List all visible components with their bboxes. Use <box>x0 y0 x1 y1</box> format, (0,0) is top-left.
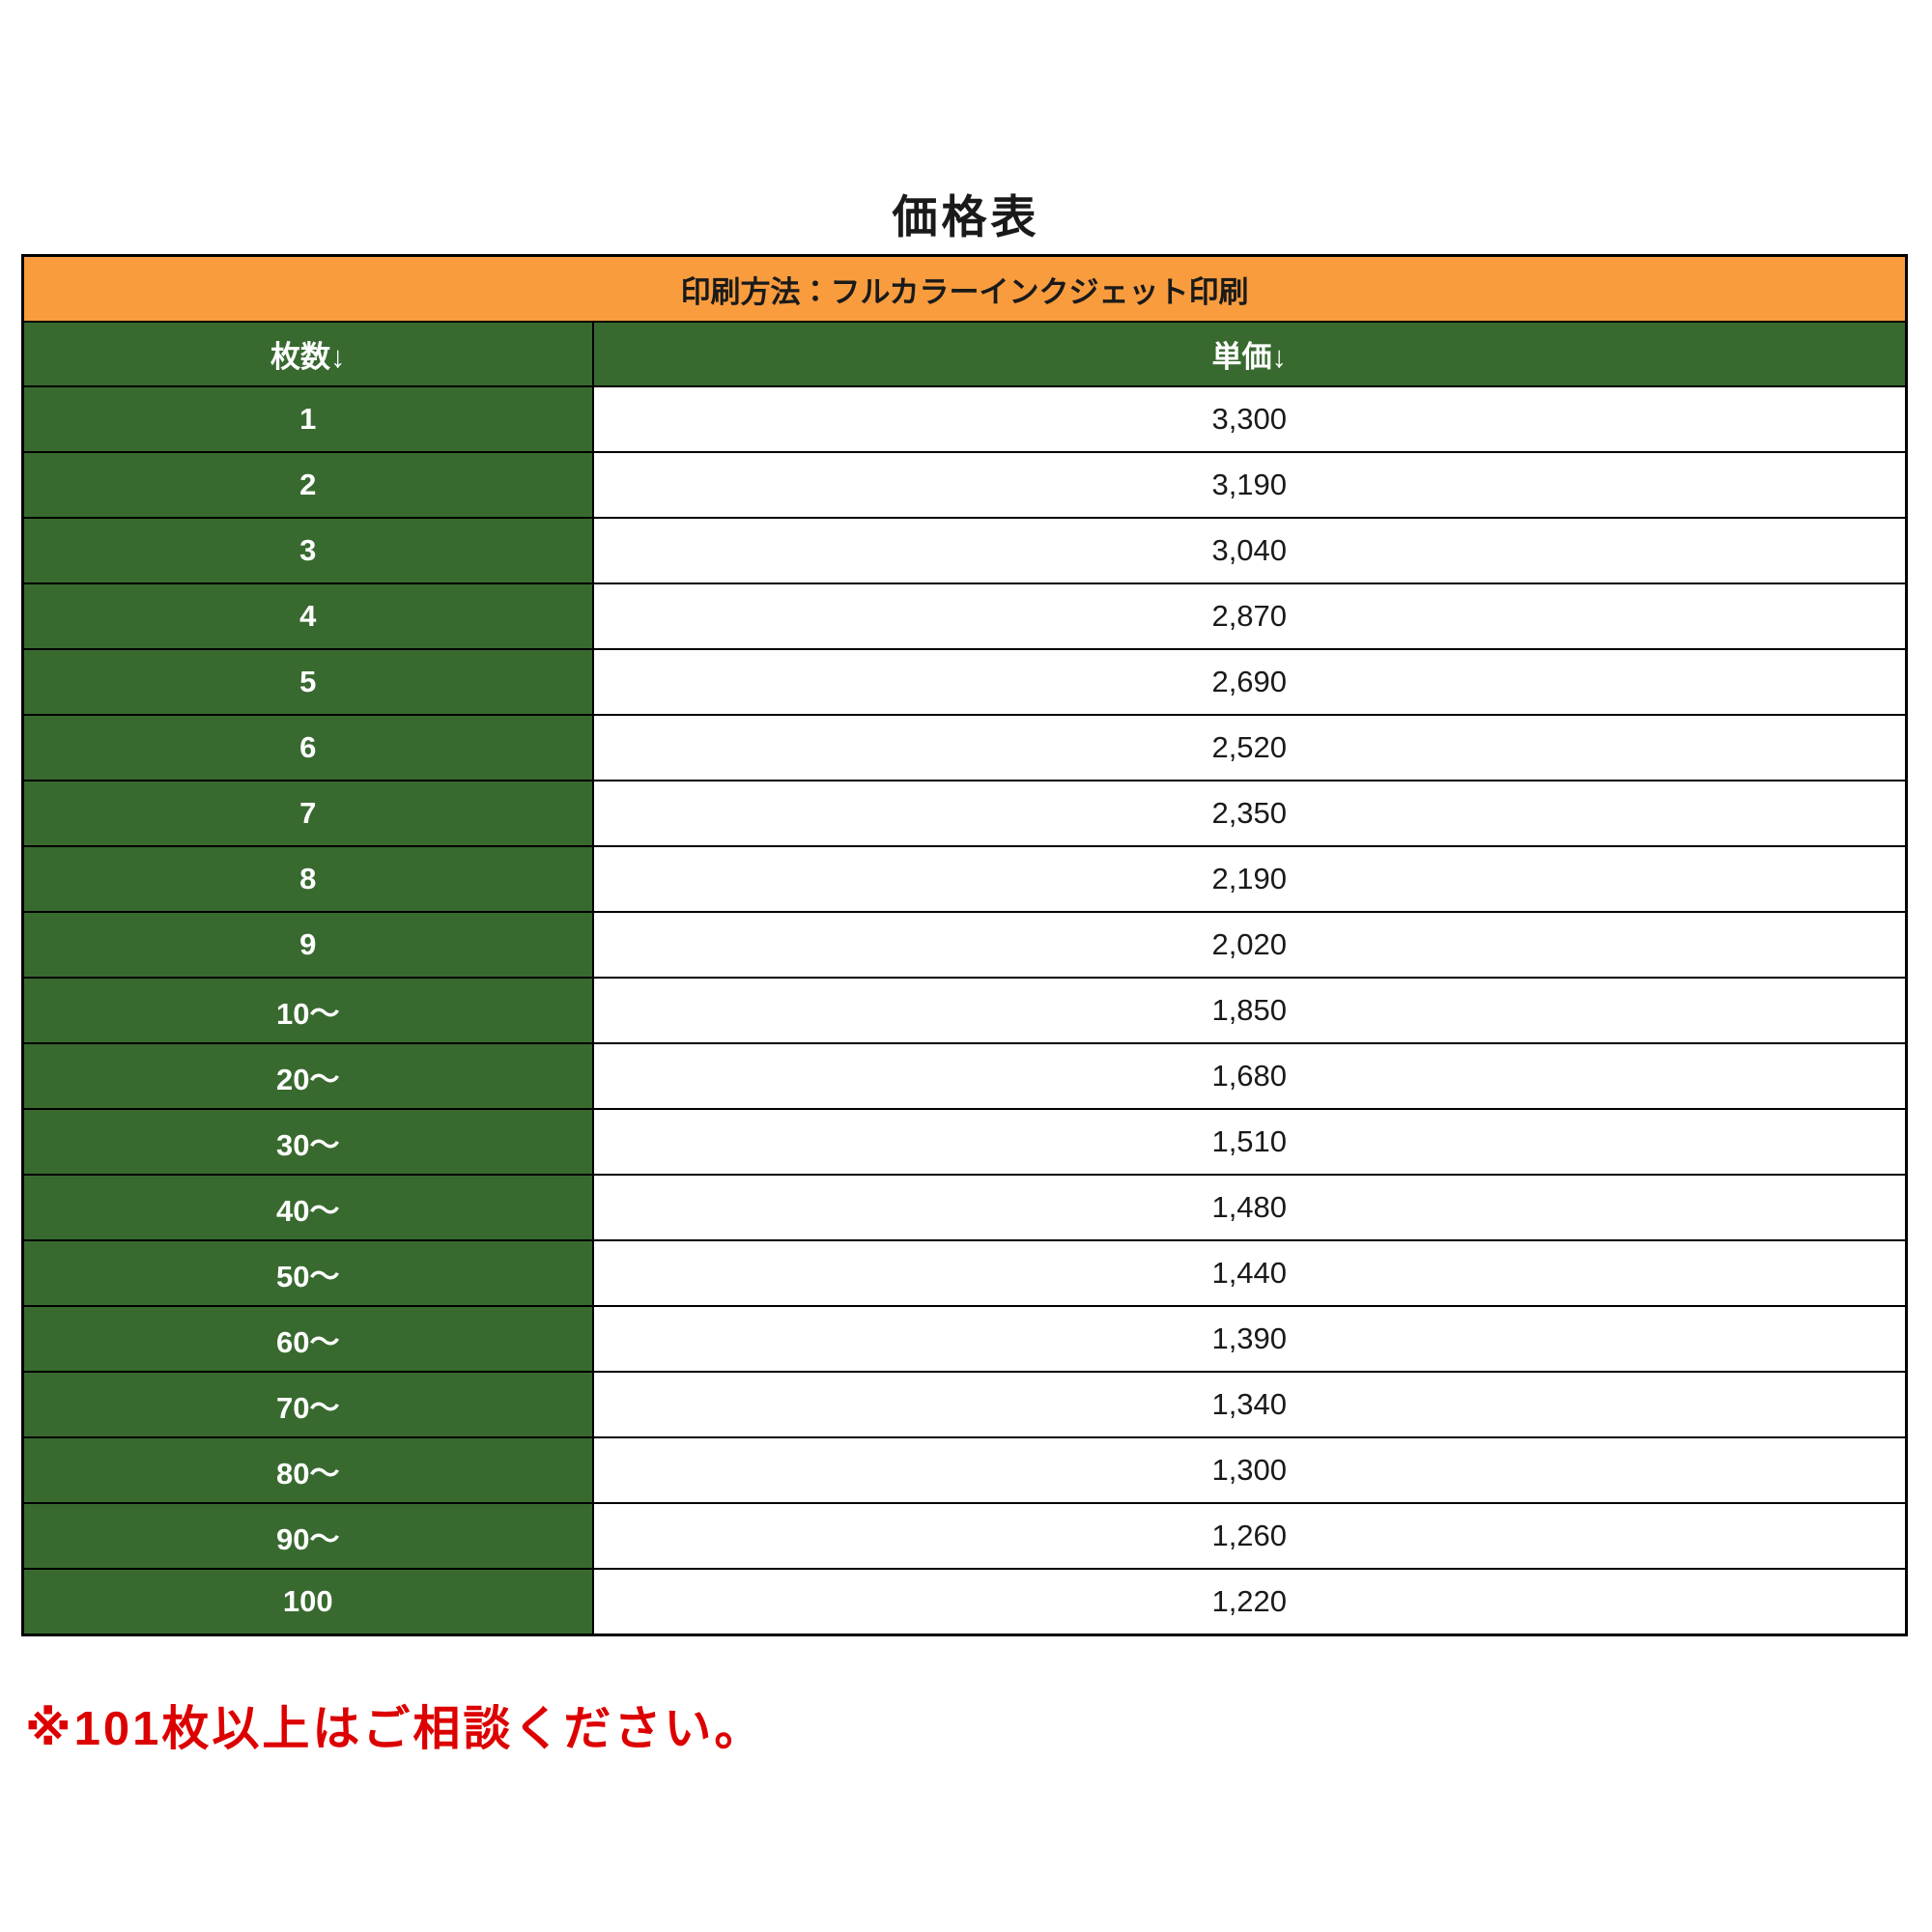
quantity-cell: 8 <box>21 845 594 913</box>
quantity-cell: 70〜 <box>21 1371 594 1438</box>
quantity-cell: 20〜 <box>21 1042 594 1110</box>
unit-price-cell: 3,040 <box>591 517 1908 584</box>
print-method-header-row: 印刷方法：フルカラーインクジェット印刷 <box>21 254 1908 323</box>
unit-price-cell: 2,690 <box>591 648 1908 716</box>
print-method-header: 印刷方法：フルカラーインクジェット印刷 <box>21 254 1908 323</box>
quantity-cell: 9 <box>21 911 594 979</box>
table-row: 90〜 1,260 <box>21 1502 1908 1570</box>
quantity-cell: 1 <box>21 385 594 453</box>
quantity-cell: 4 <box>21 582 594 650</box>
table-row: 30〜 1,510 <box>21 1108 1908 1176</box>
price-table-body: 印刷方法：フルカラーインクジェット印刷 枚数↓ 単価↓ 1 3,300 2 3,… <box>21 254 1908 1636</box>
unit-price-column-header: 単価↓ <box>591 321 1908 387</box>
quantity-cell: 60〜 <box>21 1305 594 1373</box>
unit-price-cell: 1,510 <box>591 1108 1908 1176</box>
table-row: 4 2,870 <box>21 582 1908 650</box>
quantity-cell: 90〜 <box>21 1502 594 1570</box>
table-row: 70〜 1,340 <box>21 1371 1908 1438</box>
quantity-cell: 2 <box>21 451 594 519</box>
unit-price-cell: 2,190 <box>591 845 1908 913</box>
table-row: 2 3,190 <box>21 451 1908 519</box>
quantity-column-header: 枚数↓ <box>21 321 594 387</box>
footnote: ※101枚以上はご相談ください。 <box>25 1703 765 1755</box>
table-row: 8 2,190 <box>21 845 1908 913</box>
table-row: 50〜 1,440 <box>21 1239 1908 1307</box>
table-row: 3 3,040 <box>21 517 1908 584</box>
table-row: 1 3,300 <box>21 385 1908 453</box>
table-row: 9 2,020 <box>21 911 1908 979</box>
table-row: 5 2,690 <box>21 648 1908 716</box>
table-row: 100 1,220 <box>21 1568 1908 1636</box>
quantity-cell: 100 <box>21 1568 594 1636</box>
unit-price-cell: 1,680 <box>591 1042 1908 1110</box>
unit-price-cell: 1,220 <box>591 1568 1908 1636</box>
unit-price-cell: 2,350 <box>591 780 1908 847</box>
table-row: 60〜 1,390 <box>21 1305 1908 1373</box>
table-row: 80〜 1,300 <box>21 1436 1908 1504</box>
unit-price-cell: 3,190 <box>591 451 1908 519</box>
quantity-cell: 5 <box>21 648 594 716</box>
quantity-cell: 50〜 <box>21 1239 594 1307</box>
unit-price-cell: 1,440 <box>591 1239 1908 1307</box>
price-table: 印刷方法：フルカラーインクジェット印刷 枚数↓ 単価↓ 1 3,300 2 3,… <box>21 254 1908 1636</box>
unit-price-cell: 1,480 <box>591 1174 1908 1241</box>
table-row: 6 2,520 <box>21 714 1908 781</box>
unit-price-cell: 2,020 <box>591 911 1908 979</box>
quantity-cell: 30〜 <box>21 1108 594 1176</box>
unit-price-cell: 1,390 <box>591 1305 1908 1373</box>
unit-price-cell: 1,850 <box>591 977 1908 1044</box>
quantity-cell: 80〜 <box>21 1436 594 1504</box>
table-row: 40〜 1,480 <box>21 1174 1908 1241</box>
quantity-cell: 6 <box>21 714 594 781</box>
unit-price-cell: 1,300 <box>591 1436 1908 1504</box>
quantity-cell: 7 <box>21 780 594 847</box>
unit-price-cell: 1,260 <box>591 1502 1908 1570</box>
quantity-cell: 3 <box>21 517 594 584</box>
unit-price-cell: 1,340 <box>591 1371 1908 1438</box>
table-row: 10〜 1,850 <box>21 977 1908 1044</box>
quantity-cell: 40〜 <box>21 1174 594 1241</box>
table-row: 7 2,350 <box>21 780 1908 847</box>
table-row: 20〜 1,680 <box>21 1042 1908 1110</box>
unit-price-cell: 3,300 <box>591 385 1908 453</box>
unit-price-cell: 2,520 <box>591 714 1908 781</box>
column-header-row: 枚数↓ 単価↓ <box>21 321 1908 387</box>
page-title: 価格表 <box>892 191 1040 242</box>
quantity-cell: 10〜 <box>21 977 594 1044</box>
unit-price-cell: 2,870 <box>591 582 1908 650</box>
